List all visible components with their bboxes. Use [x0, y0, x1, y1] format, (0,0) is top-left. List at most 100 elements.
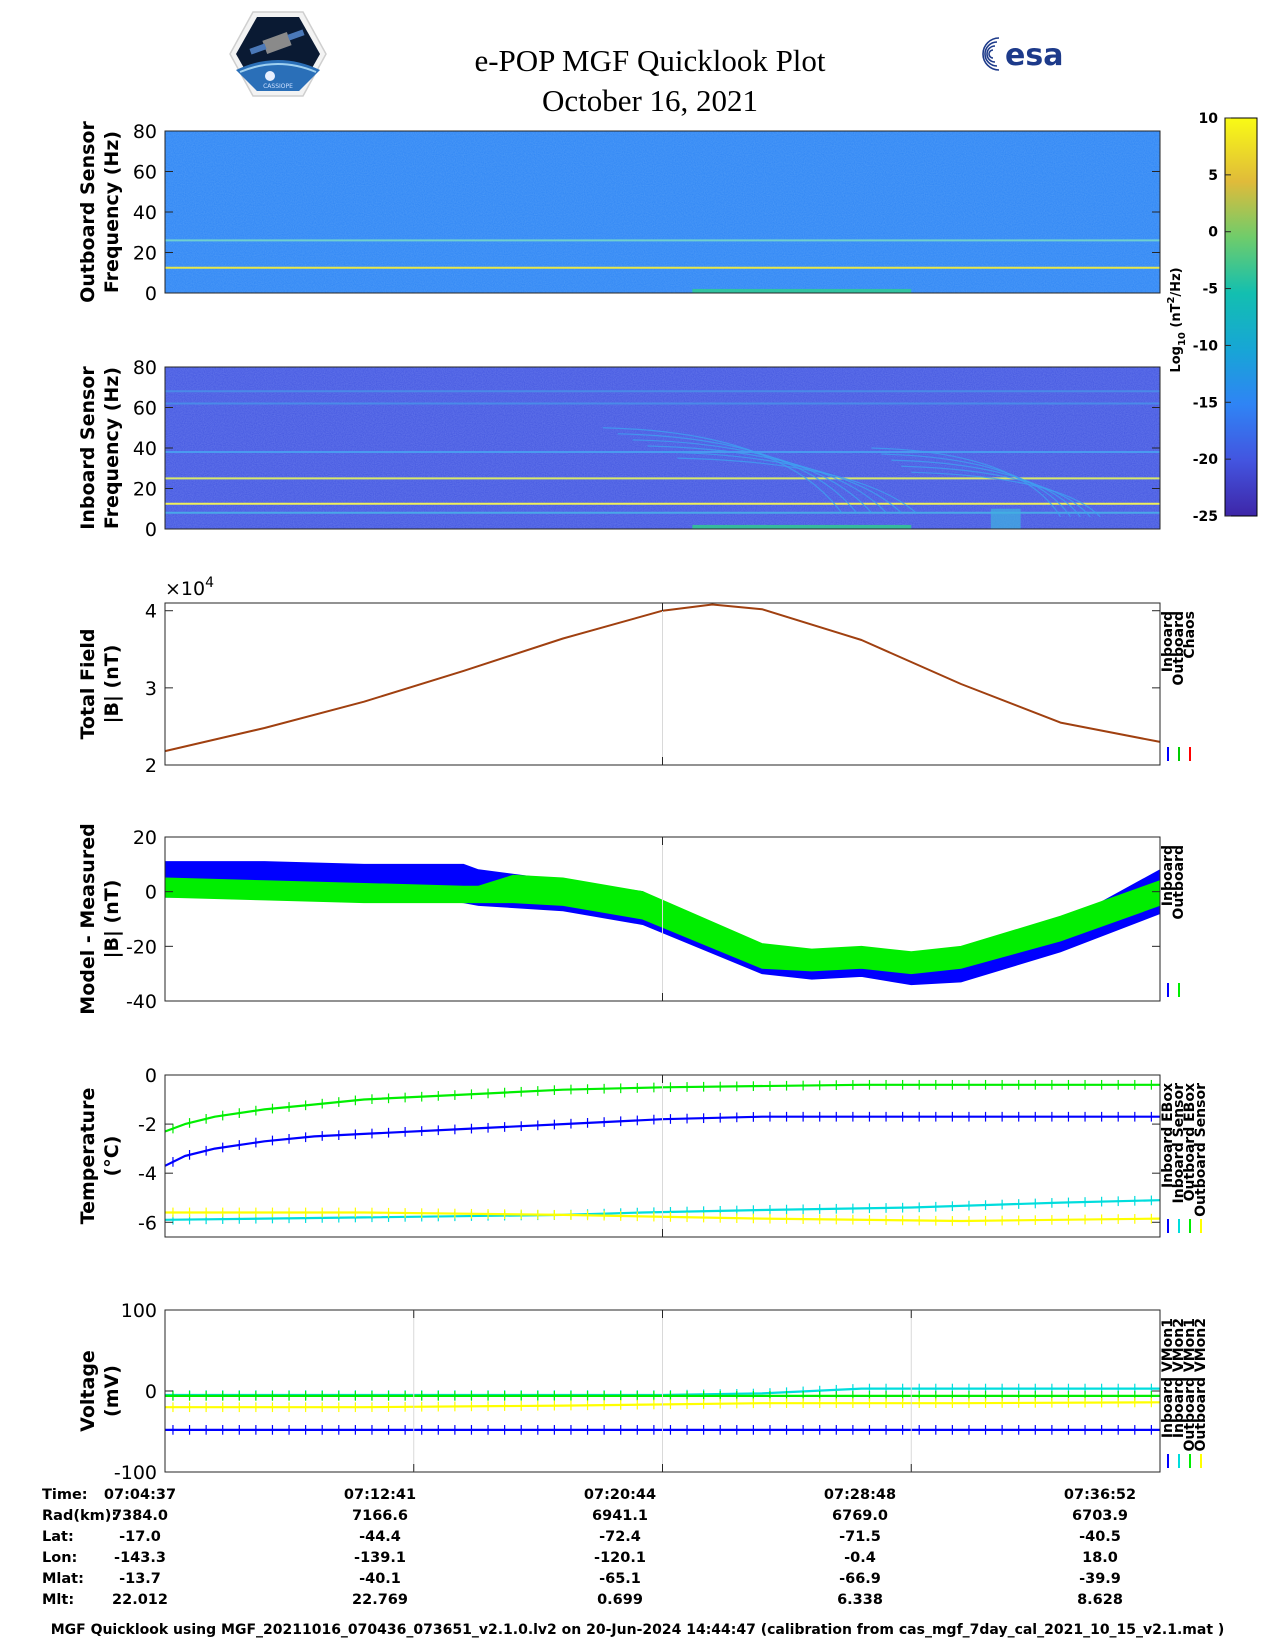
- table-cell: 7166.6: [352, 1508, 408, 1524]
- epop-logo-text: CASSIOPE: [263, 83, 293, 90]
- y-tick-label: 0: [145, 882, 157, 904]
- legend-entry: Outboard Sensor: [1193, 1083, 1209, 1217]
- y-axis-label: Inboard Sensor: [77, 366, 99, 530]
- table-cell: 0.699: [597, 1592, 643, 1608]
- table-cell: 07:20:44: [583, 1487, 657, 1503]
- y-tick-label: -6: [138, 1212, 157, 1234]
- y-tick-label: 20: [133, 243, 157, 265]
- table-cell: -66.9: [839, 1571, 881, 1587]
- colorbar-label: Log10 (nT2/Hz): [1166, 267, 1188, 372]
- y-axis-label: (°C): [101, 1136, 123, 1177]
- y-axis-label: |B| (nT): [101, 645, 123, 724]
- table-cell: 22.769: [352, 1592, 408, 1608]
- table-cell: 07:04:37: [103, 1487, 177, 1503]
- colorbar-gradient: [1224, 117, 1258, 517]
- panel-6: -100 0 100 Voltage (mV) Inboard VMon1Inboard …: [77, 1300, 1209, 1484]
- colorbar-tick-label: 10: [1199, 111, 1219, 127]
- table-cell: -71.5: [839, 1529, 881, 1545]
- epop-cassiope-logo-icon: CASSIOPE: [229, 11, 327, 97]
- y-axis-label: |B| (nT): [101, 880, 123, 959]
- y-axis-label: Total Field: [77, 628, 99, 739]
- footer-caption: MGF Quicklook using MGF_20211016_070436_…: [50, 1622, 1225, 1638]
- y-tick-label: 80: [133, 357, 157, 379]
- table-cell: -139.1: [354, 1550, 406, 1566]
- y-tick-label: -100: [114, 1462, 157, 1484]
- y-axis-label: (mV): [101, 1365, 123, 1417]
- series-line-chaos: [164, 603, 1161, 753]
- y-axis-label: Frequency (Hz): [101, 367, 123, 529]
- table-row-label: Lon:: [42, 1550, 78, 1566]
- table-cell: 07:12:41: [343, 1487, 417, 1503]
- table-cell: 22.012: [112, 1592, 168, 1608]
- legend-entry: Outboard VMon1: [1182, 1318, 1198, 1452]
- y-axis-label: Temperature: [77, 1088, 99, 1225]
- panel-5: -6 -4 -2 0 Temperature (°C) Inboard EBoxInboar…: [77, 1065, 1209, 1238]
- dispersive-trace: [871, 447, 1062, 518]
- page-title: e-POP MGF Quicklook Plot: [474, 43, 826, 78]
- y-axis-label: Voltage: [77, 1350, 99, 1432]
- dispersive-trace: [662, 451, 902, 514]
- y-tick-label: 40: [133, 202, 157, 224]
- legend-entry: Chaos: [1182, 611, 1198, 659]
- table-cell: -120.1: [594, 1550, 646, 1566]
- table-cell: -13.7: [119, 1571, 161, 1587]
- esa-logo-icon: esa: [982, 37, 1063, 73]
- page-subtitle-date: October 16, 2021: [541, 83, 759, 118]
- y-axis-label: Outboard Sensor: [77, 121, 99, 303]
- colorbar-tick-label: -10: [1193, 338, 1219, 354]
- table-cell: 6703.9: [1072, 1508, 1128, 1524]
- table-cell: -17.0: [119, 1529, 161, 1545]
- legend-entry: Outboard: [1171, 845, 1187, 920]
- dispersive-trace: [677, 457, 917, 514]
- panel-4: -40 -20 0 20 Model - Measured |B| (nT) Inboard…: [77, 823, 1187, 1014]
- orbit-info-table: Time: Rad(km): Lat: Lon: Mlat: Mlt: 07:04:37 73…: [0, 1487, 1275, 1617]
- y-axis-label: Model - Measured: [77, 823, 99, 1014]
- colorbar-tick-label: 5: [1208, 168, 1218, 184]
- y-tick-label: -2: [138, 1114, 157, 1136]
- series-line-outboard-ebox: [164, 1083, 1160, 1133]
- y-tick-label: 80: [133, 121, 157, 143]
- legend-entry: Inboard VMon2: [1171, 1318, 1187, 1438]
- legend-entry: Inboard: [1160, 611, 1176, 672]
- y-tick-label: 60: [133, 398, 157, 420]
- colorbar: 10 5 0 -5 -10 -15 -20 -25 Log10 (nT2/Hz): [1166, 111, 1258, 525]
- y-tick-label: 0: [145, 1065, 157, 1087]
- colorbar-tick-label: 0: [1208, 225, 1218, 241]
- table-row-label: Rad(km):: [42, 1508, 118, 1524]
- low-freq-band: [692, 524, 912, 529]
- legend-entry: Inboard EBox: [1160, 1083, 1176, 1188]
- table-cell: -39.9: [1079, 1571, 1121, 1587]
- y-tick-label: 20: [133, 479, 157, 501]
- table-cell: -44.4: [359, 1529, 401, 1545]
- broadband-burst: [990, 508, 1021, 529]
- y-tick-label: -4: [138, 1163, 157, 1185]
- y-tick-label: 60: [133, 162, 157, 184]
- spectrogram-noise: [165, 367, 1160, 529]
- table-cell: 6.338: [837, 1592, 883, 1608]
- table-cell: 18.0: [1082, 1550, 1118, 1566]
- y-tick-label: -40: [126, 991, 157, 1013]
- table-cell: 7384.0: [112, 1508, 168, 1524]
- legend-entry: Inboard: [1160, 845, 1176, 906]
- table-cell: 07:28:48: [823, 1487, 897, 1503]
- dispersive-trace: [911, 471, 1101, 518]
- y-tick-label: 100: [121, 1300, 157, 1322]
- y-tick-label: 20: [133, 827, 157, 849]
- y-tick-label: 40: [133, 438, 157, 460]
- y-exponent-label: ×104: [165, 575, 214, 600]
- table-cell: 6769.0: [832, 1508, 888, 1524]
- dispersive-trace: [647, 445, 887, 514]
- table-cell: -40.5: [1079, 1529, 1121, 1545]
- colorbar-tick-label: -15: [1193, 395, 1218, 411]
- legend-entry: Inboard Sensor: [1171, 1083, 1187, 1204]
- dispersive-trace: [881, 453, 1071, 518]
- table-cell: 6941.1: [592, 1508, 648, 1524]
- dispersive-trace: [891, 459, 1081, 518]
- y-tick-label: 4: [145, 601, 157, 623]
- dispersive-trace: [901, 465, 1091, 518]
- y-tick-label: 3: [145, 678, 157, 700]
- y-tick-label: 0: [145, 283, 157, 305]
- legend-entry: Outboard: [1171, 611, 1187, 686]
